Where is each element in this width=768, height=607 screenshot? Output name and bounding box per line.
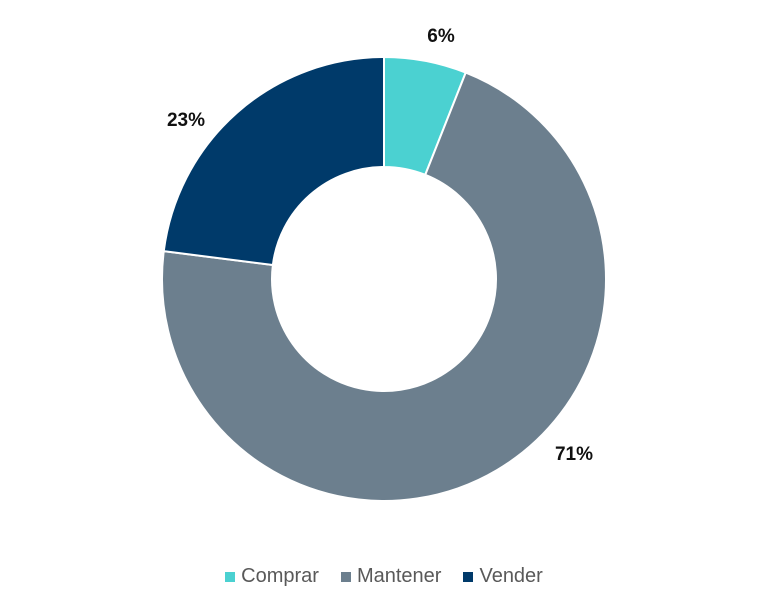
legend-label: Vender bbox=[479, 565, 543, 587]
data-label-vender: 23% bbox=[166, 110, 206, 131]
chart-legend: Comprar Mantener Vender bbox=[0, 565, 768, 588]
data-label-comprar: 6% bbox=[427, 26, 455, 47]
donut-slice-vender bbox=[162, 55, 385, 267]
legend-swatch-icon bbox=[463, 571, 474, 582]
legend-item-mantener: Mantener bbox=[340, 565, 442, 588]
data-label-mantener: 71% bbox=[554, 444, 594, 465]
legend-item-comprar: Comprar bbox=[225, 565, 319, 588]
donut-slice-mantener bbox=[161, 71, 607, 502]
legend-label: Comprar bbox=[241, 565, 319, 587]
legend-label: Mantener bbox=[356, 565, 442, 587]
legend-swatch-icon bbox=[340, 571, 351, 582]
legend-swatch-icon bbox=[225, 571, 236, 582]
legend-item-vender: Vender bbox=[463, 565, 543, 588]
